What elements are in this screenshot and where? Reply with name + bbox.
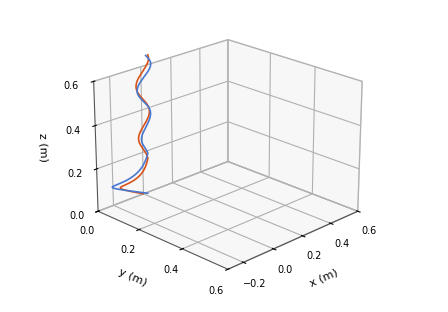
Y-axis label: y (m): y (m): [116, 267, 148, 288]
X-axis label: x (m): x (m): [308, 267, 339, 288]
